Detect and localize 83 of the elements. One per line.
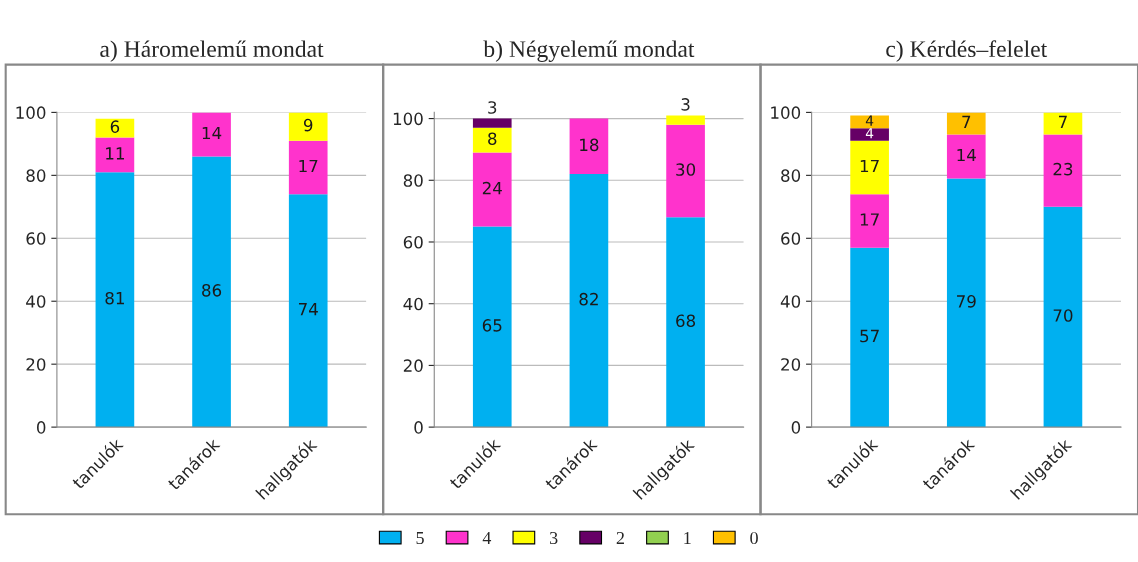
bar (666, 115, 705, 125)
bar (850, 247, 889, 428)
data-label: 17 (860, 159, 879, 173)
bar (666, 217, 705, 428)
data-label: 17 (860, 213, 879, 226)
bar (1043, 134, 1083, 207)
bar (1043, 206, 1083, 428)
y-tick-label: 60 (403, 235, 423, 249)
bar (850, 128, 889, 141)
y-tick-label: 40 (403, 297, 423, 311)
data-label: 17 (299, 159, 318, 173)
bar (192, 156, 231, 428)
data-label: 74 (298, 303, 318, 316)
bar (95, 118, 135, 138)
data-label: 82 (579, 292, 598, 306)
bar (946, 178, 986, 428)
data-label: 18 (580, 138, 599, 152)
data-label: 81 (105, 291, 124, 305)
data-label: 68 (676, 314, 696, 328)
y-tick-label: 100 (16, 106, 46, 119)
data-label: 11 (106, 147, 124, 160)
data-label: 24 (482, 181, 502, 195)
y-tick-label: 40 (26, 295, 46, 308)
data-label: 65 (482, 319, 502, 332)
y-tick-label: 20 (403, 359, 423, 372)
bar (569, 174, 609, 428)
data-label: 70 (1053, 309, 1073, 322)
y-tick-label: 80 (403, 174, 423, 187)
data-label: 79 (957, 295, 976, 308)
legend-label: 1 (684, 532, 691, 544)
y-tick-label: 100 (393, 112, 423, 126)
y-tick-label: 0 (414, 421, 423, 434)
legend-label: 0 (750, 531, 758, 545)
bar (288, 194, 328, 428)
data-label: 8 (488, 132, 497, 146)
bar (1043, 112, 1083, 135)
bar (472, 226, 512, 428)
data-label: 3 (681, 98, 690, 111)
data-label: 6 (110, 120, 120, 133)
bar (288, 140, 328, 195)
bar (288, 112, 328, 141)
y-tick-label: 100 (771, 106, 801, 119)
legend-label: 3 (550, 531, 558, 545)
bar (95, 137, 135, 173)
data-label: 57 (860, 329, 879, 343)
data-label: 3 (488, 101, 497, 114)
data-label: 23 (1053, 162, 1073, 176)
y-tick-label: 0 (36, 421, 46, 434)
chart-title: b) Négyelemű mondat (483, 40, 695, 62)
data-label: 9 (303, 118, 313, 132)
data-label: 14 (202, 126, 222, 140)
y-tick-label: 0 (791, 421, 801, 434)
y-tick-label: 80 (781, 169, 801, 182)
bar (946, 134, 986, 179)
data-label: 7 (1059, 115, 1067, 129)
bar (192, 112, 231, 157)
bar (472, 127, 512, 153)
legend-label: 4 (482, 532, 492, 544)
bar (666, 124, 705, 218)
data-label: 7 (962, 115, 971, 129)
data-label: 4 (865, 115, 874, 126)
legend-label: 2 (616, 531, 624, 544)
y-tick-label: 20 (781, 358, 801, 371)
data-label: 14 (957, 148, 976, 162)
y-tick-label: 20 (26, 358, 46, 371)
bar (569, 118, 609, 175)
y-tick-label: 80 (26, 169, 46, 182)
y-tick-label: 60 (781, 232, 801, 245)
bar (850, 140, 889, 195)
data-label: 86 (202, 284, 222, 297)
chart-title: a) Háromelemű mondat (100, 40, 324, 62)
bar (850, 194, 889, 248)
data-label: 30 (676, 163, 696, 176)
bar (472, 152, 512, 227)
bar (95, 172, 135, 428)
legend-label: 5 (416, 532, 424, 545)
chart-title: c) Kérdés–felelet (886, 40, 1048, 62)
bar (850, 115, 889, 129)
y-tick-label: 40 (780, 295, 801, 308)
y-tick-label: 60 (26, 232, 46, 245)
bar (472, 118, 512, 128)
data-label: 4 (865, 128, 874, 139)
bar (946, 112, 986, 135)
